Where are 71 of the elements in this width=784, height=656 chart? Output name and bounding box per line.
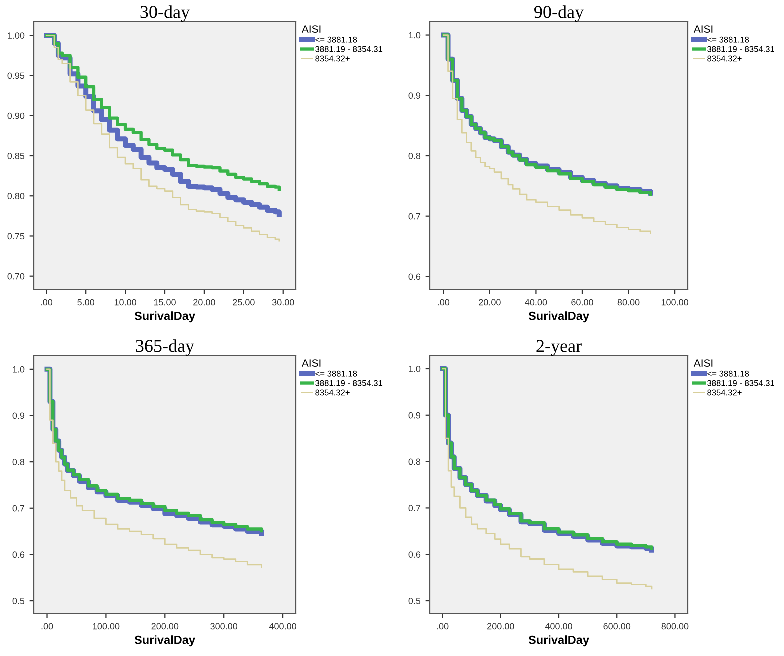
x-tick-label: 30.00 (272, 299, 294, 306)
x-tick-label: 200.00 (488, 623, 514, 630)
y-tick-label: 0.85 (8, 152, 25, 160)
x-tick-label: .00 (42, 623, 54, 630)
x-tick-label: 100.00 (93, 623, 120, 630)
y-tick-label: 0.8 (408, 152, 421, 160)
legend-label: <= 3881.18 (708, 36, 750, 43)
y-tick-label: 0.7 (408, 505, 421, 512)
y-tick-label: 0.8 (408, 458, 421, 466)
x-tick-label: 20.00 (479, 299, 501, 306)
x-tick-label: 100.00 (662, 299, 688, 306)
legend-title: AISI (302, 360, 321, 367)
x-tick-label: 25.00 (233, 299, 255, 306)
x-tick-label: 40.00 (525, 299, 548, 306)
y-tick-label: 0.5 (12, 598, 25, 604)
legend-label: <= 3881.18 (708, 370, 750, 377)
x-tick-label: 800.00 (662, 623, 689, 630)
legend-title: AISI (694, 360, 713, 367)
y-tick-label: 0.6 (12, 552, 25, 558)
x-tick-label: 15.00 (154, 299, 176, 306)
legend-title: AISI (302, 26, 321, 33)
y-tick-label: 1.00 (8, 32, 25, 39)
y-tick-label: 0.9 (408, 412, 421, 419)
y-tick-label: 0.9 (12, 412, 25, 420)
x-tick-label: 20.00 (194, 299, 216, 306)
legend-label: 3881.19 - 8354.31 (316, 46, 383, 52)
legend-title: AISI (694, 26, 713, 33)
chart-title: 30-day (140, 6, 190, 22)
x-axis-title: SurivalDay (528, 636, 590, 647)
y-tick-label: 0.6 (408, 274, 421, 280)
chart-title: 90-day (534, 6, 584, 22)
y-tick-label: 0.9 (408, 92, 421, 99)
y-tick-label: 0.90 (8, 112, 25, 120)
legend-label: 3881.19 - 8354.31 (708, 380, 774, 386)
y-tick-label: 0.8 (12, 459, 25, 466)
legend-label: 8354.32+ (708, 56, 742, 62)
x-tick-label: .00 (438, 299, 450, 306)
x-tick-label: 60.00 (572, 299, 594, 306)
y-tick-label: 0.75 (8, 233, 25, 240)
legend-label: <= 3881.18 (316, 36, 358, 43)
y-tick-label: 0.7 (12, 505, 25, 512)
y-tick-label: 0.7 (408, 213, 421, 220)
legend-label: <= 3881.18 (316, 370, 358, 377)
y-tick-label: 1.0 (409, 366, 421, 372)
x-tick-label: 80.00 (618, 299, 640, 306)
x-tick-label: 300.00 (210, 623, 238, 630)
x-tick-label: 400.00 (545, 623, 572, 630)
x-axis-title: SurivalDay (528, 312, 590, 323)
x-tick-label: .00 (437, 623, 449, 630)
x-tick-label: 5.00 (78, 299, 95, 306)
y-tick-label: 0.80 (8, 193, 25, 200)
x-tick-label: 10.00 (114, 299, 136, 306)
y-tick-label: 0.6 (408, 552, 421, 558)
y-tick-label: 0.95 (8, 72, 25, 80)
legend-label: 8354.32+ (316, 56, 350, 62)
x-axis-title: SurivalDay (134, 636, 196, 647)
chart-title: 2-year (536, 340, 582, 356)
x-axis-title: SurivalDay (134, 312, 196, 323)
x-tick-label: 600.00 (604, 623, 631, 630)
y-tick-label: 0.70 (8, 273, 25, 280)
x-tick-label: 200.00 (152, 623, 179, 630)
x-tick-label: .00 (41, 299, 53, 306)
legend-label: 8354.32+ (316, 390, 350, 396)
x-tick-label: 400.00 (269, 623, 296, 630)
chart-title: 365-day (136, 340, 195, 356)
y-tick-label: 1.0 (13, 366, 25, 373)
legend-label: 8354.32+ (708, 390, 742, 396)
y-tick-label: 0.5 (408, 598, 421, 604)
y-tick-label: 1.0 (409, 32, 421, 39)
legend-label: 3881.19 - 8354.31 (708, 46, 774, 52)
legend-label: 3881.19 - 8354.31 (316, 380, 383, 386)
